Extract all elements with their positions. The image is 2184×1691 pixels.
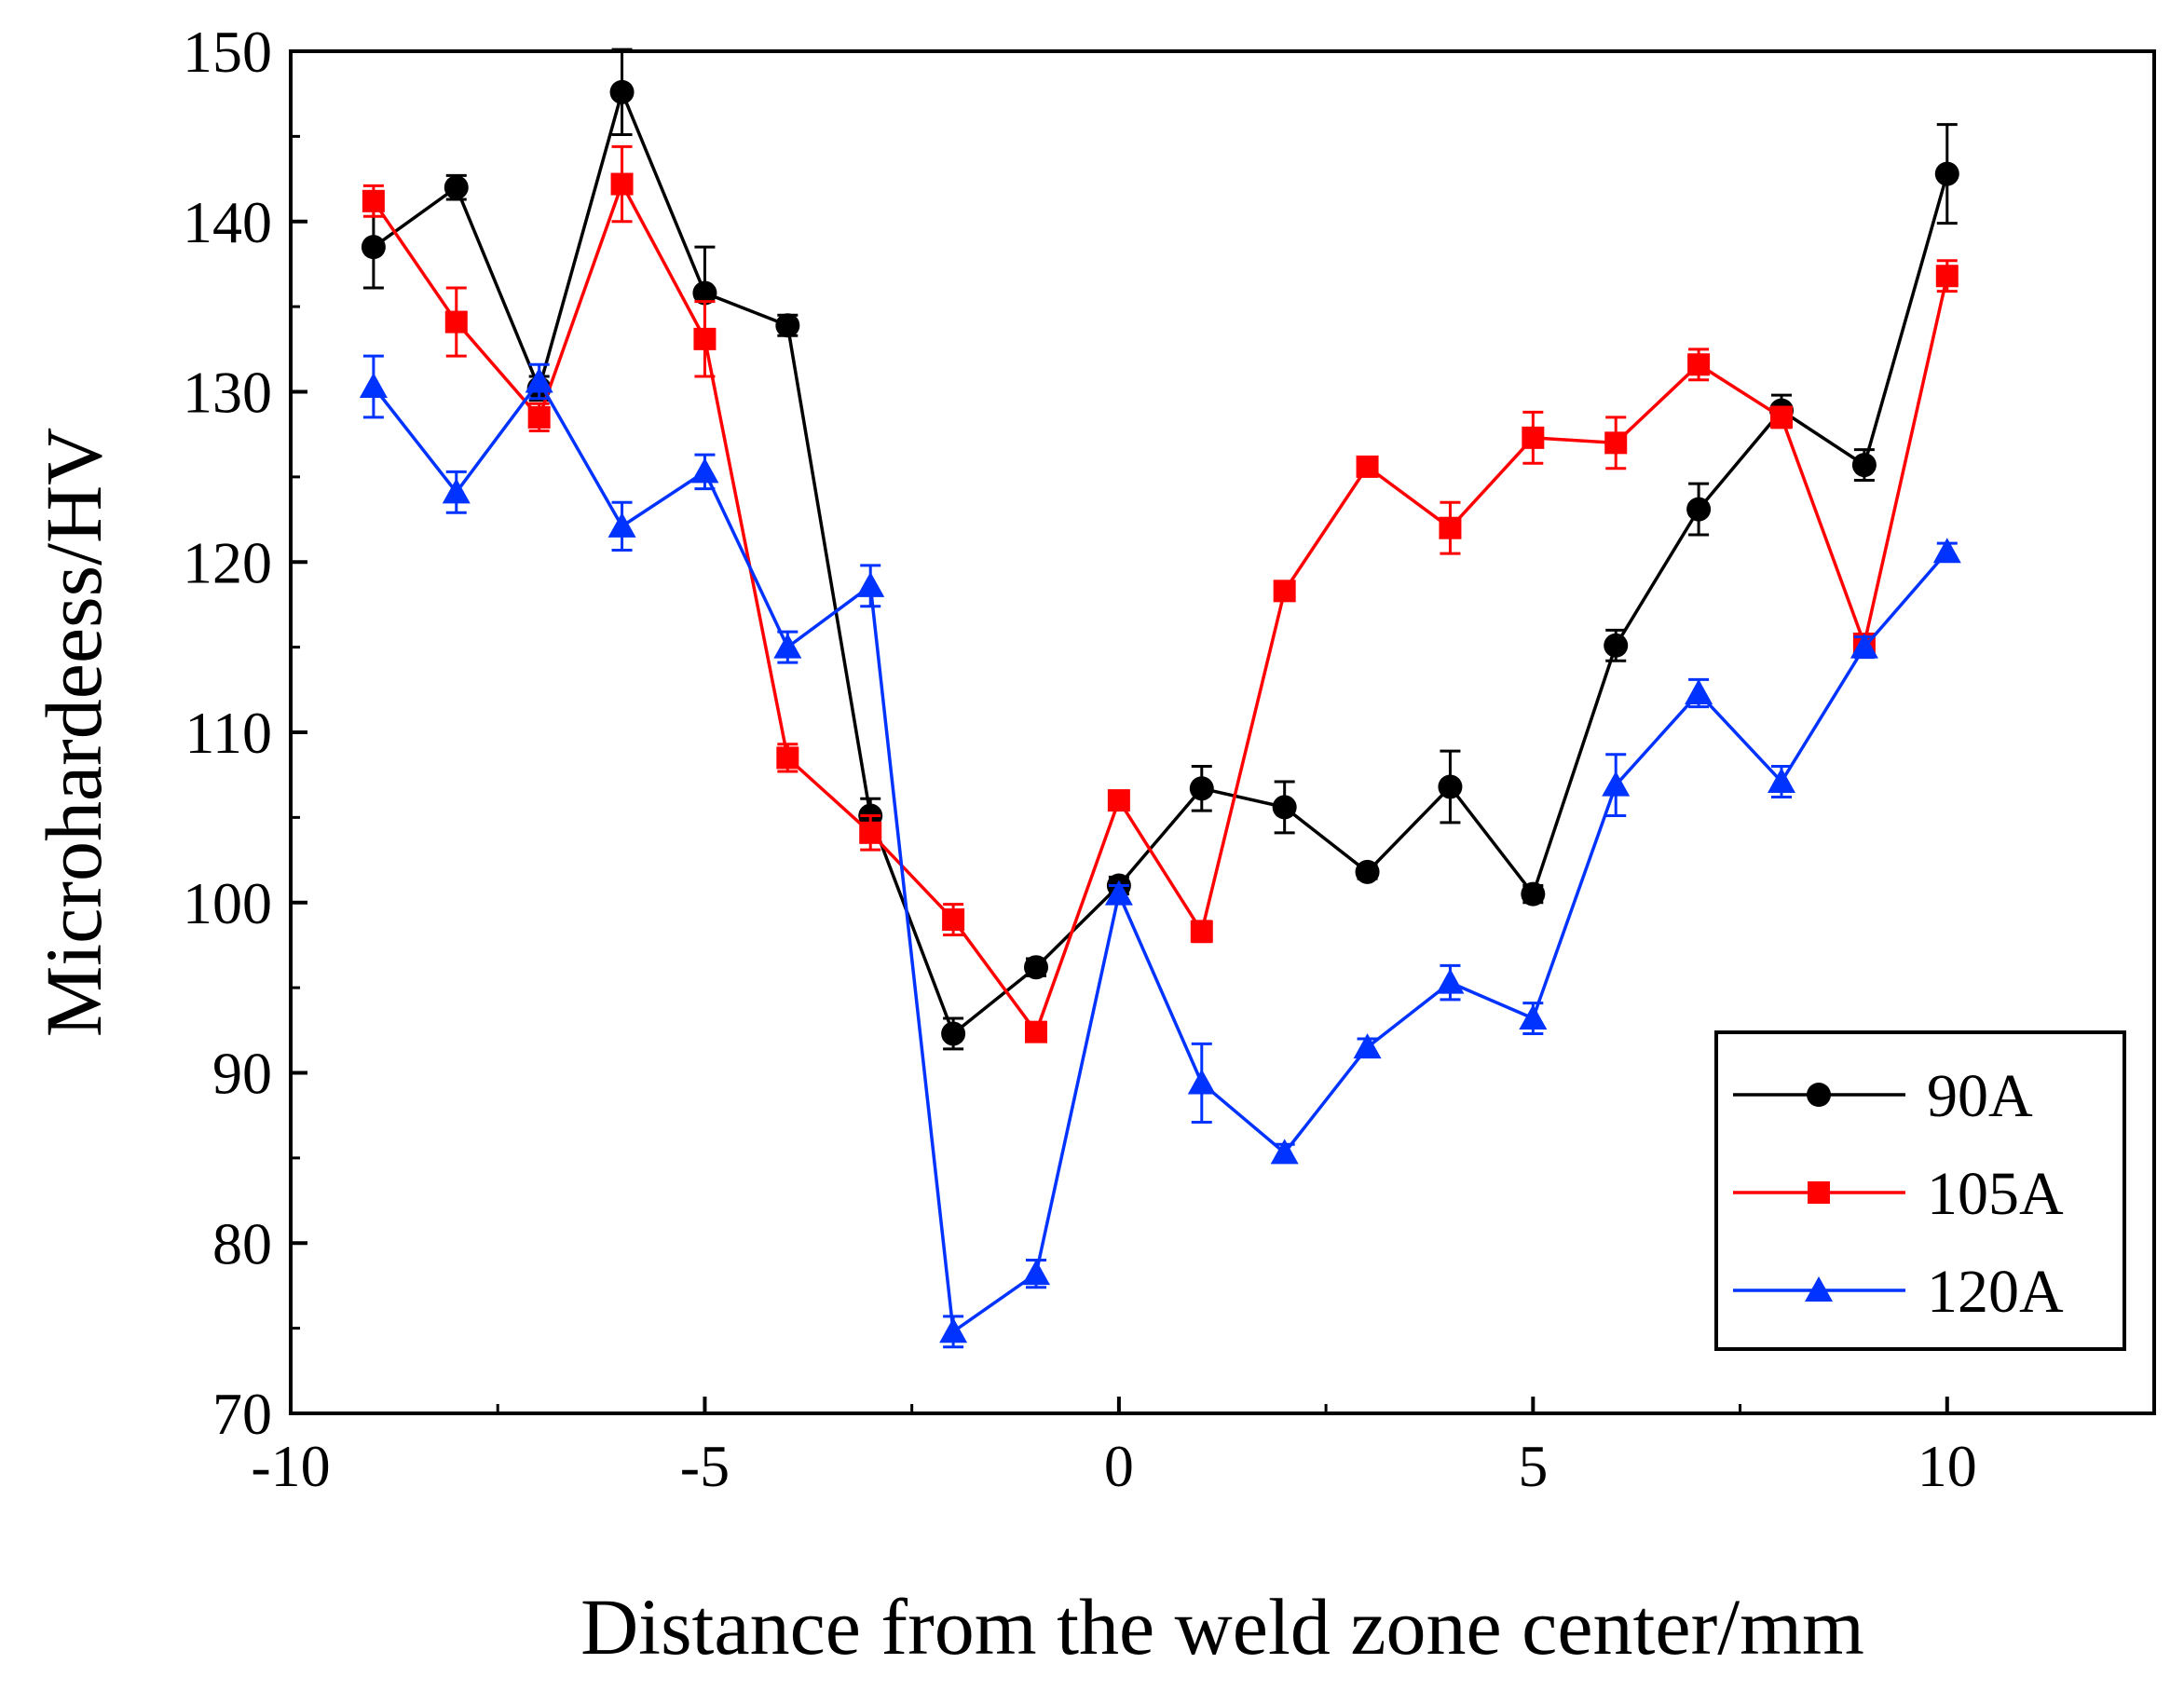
legend-label-90A: 90A [1927,1062,2033,1130]
data-point [1932,538,1961,564]
x-tick-label: 10 [1918,1433,1977,1499]
legend-label-105A: 105A [1927,1160,2064,1228]
data-point [1270,1139,1299,1165]
data-point [690,457,719,484]
data-point [942,908,965,932]
data-point [1850,633,1878,659]
series-120A [359,354,1961,1349]
series-90A [361,48,1959,1051]
data-point [859,821,882,844]
data-point [1602,770,1631,797]
y-tick-label: 120 [183,529,272,595]
data-point [692,280,717,306]
data-point [1934,161,1959,186]
legend-box [1714,1030,2126,1351]
data-point [1686,497,1712,522]
data-point [1107,789,1130,812]
data-point [1685,678,1713,704]
data-point [1355,859,1380,884]
data-point [1521,881,1546,907]
x-tick-label: -5 [680,1433,730,1499]
x-tick-label: 0 [1104,1433,1134,1499]
data-point [1604,633,1629,658]
legend-marker-105A [1808,1181,1830,1204]
series-layer [359,48,1961,1349]
series-line [372,378,1949,1335]
y-tick-label: 130 [183,360,272,426]
data-point [1768,767,1795,793]
data-point [1104,880,1133,906]
data-point [1439,516,1462,539]
data-point [1022,1260,1050,1286]
data-point [362,189,385,212]
data-point [1272,795,1297,820]
data-point [1189,776,1214,801]
data-point [1519,1004,1548,1030]
data-point [442,478,471,504]
x-tick-label: 5 [1518,1433,1548,1499]
data-point [941,1021,966,1046]
data-point [527,405,551,429]
data-point [775,313,800,338]
data-point [359,373,388,399]
legend-marker-120A [1805,1276,1833,1302]
x-axis-title: Distance from the weld zone center/mm [580,1582,1864,1671]
data-point [776,746,799,770]
data-point [1353,1033,1382,1059]
data-point [1187,1069,1216,1095]
data-point [1190,920,1213,943]
data-point [1604,431,1628,455]
data-point [610,172,634,196]
x-tick-label: -10 [251,1433,330,1499]
data-point [693,327,717,350]
data-point [607,511,636,538]
data-point [1851,453,1877,478]
data-point [525,367,553,393]
y-tick-label: 90 [212,1041,272,1107]
y-tick-label: 70 [212,1381,272,1447]
data-point [1356,455,1379,478]
data-point [1273,580,1296,603]
y-tick-label: 100 [183,870,272,936]
y-tick-label: 150 [183,19,272,85]
y-tick-label: 140 [183,189,272,255]
series-line [372,87,1949,1037]
series-105A [362,144,1959,1043]
series-line [372,180,1949,1036]
data-point [856,571,885,597]
data-point [1935,265,1959,288]
y-tick-label: 110 [184,700,272,766]
data-point [1770,405,1793,429]
legend-marker-90A [1807,1083,1831,1107]
data-point [361,235,386,260]
data-point [939,1317,968,1343]
data-point [444,175,469,200]
legend: 90A 105A 120A [1714,1030,2126,1351]
data-point [773,633,802,659]
y-tick-label: 80 [212,1210,272,1276]
data-point [444,310,468,334]
data-point [1522,426,1545,449]
legend-label-120A: 120A [1927,1258,2064,1326]
y-axis-title: Microhardeess/HV [29,428,118,1037]
data-point [1024,955,1048,980]
data-point [1025,1020,1047,1043]
data-point [1687,353,1711,376]
data-point [609,79,635,104]
y-axis: 70 80 90 100 110 120 130 140 150 [183,19,307,1447]
data-point [1438,774,1463,799]
x-axis: -10 -5 0 5 10 [251,1397,1977,1499]
data-point [1436,968,1465,994]
